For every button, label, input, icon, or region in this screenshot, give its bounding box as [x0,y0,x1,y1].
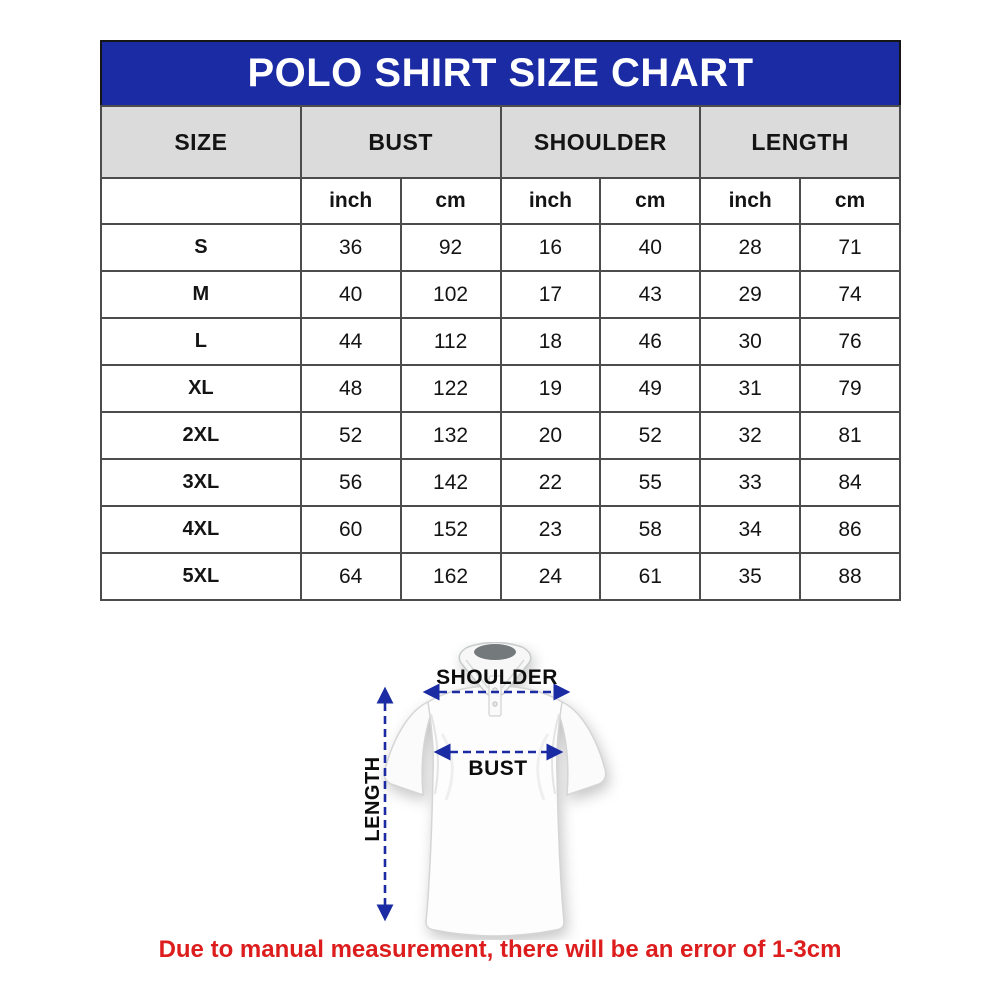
table-row-3xl: 3XL 56 142 22 55 33 84 [101,459,900,506]
table-header-row: SIZE BUST SHOULDER LENGTH [101,106,900,178]
cell-value: 40 [301,271,401,318]
cell-size: S [101,224,301,271]
cell-value: 81 [800,412,900,459]
cell-size: M [101,271,301,318]
length-label: LENGTH [362,756,384,841]
cell-value: 16 [501,224,601,271]
header-shoulder: SHOULDER [501,106,701,178]
measurement-figure: SHOULDER BUST LENGTH [338,642,670,940]
cell-value: 18 [501,318,601,365]
cell-value: 60 [301,506,401,553]
shoulder-label: SHOULDER [436,666,558,689]
table-row-m: M 40 102 17 43 29 74 [101,271,900,318]
cell-value: 64 [301,553,401,600]
button [493,702,497,706]
cell-value: 162 [401,553,501,600]
cell-value: 22 [501,459,601,506]
cell-value: 23 [501,506,601,553]
cell-value: 30 [700,318,800,365]
size-chart: POLO SHIRT SIZE CHART SIZE BUST SHOULDER… [100,40,901,601]
cell-value: 19 [501,365,601,412]
cell-value: 24 [501,553,601,600]
unit-bust-inch: inch [301,178,401,224]
cell-size: 2XL [101,412,301,459]
cell-value: 132 [401,412,501,459]
header-size: SIZE [101,106,301,178]
unit-bust-cm: cm [401,178,501,224]
cell-value: 52 [301,412,401,459]
cell-value: 44 [301,318,401,365]
cell-value: 92 [401,224,501,271]
cell-value: 88 [800,553,900,600]
cell-value: 61 [600,553,700,600]
cell-value: 46 [600,318,700,365]
bust-label: BUST [468,757,527,780]
cell-value: 122 [401,365,501,412]
cell-value: 34 [700,506,800,553]
cell-value: 55 [600,459,700,506]
cell-value: 31 [700,365,800,412]
cell-size: XL [101,365,301,412]
cell-value: 35 [700,553,800,600]
header-length: LENGTH [700,106,900,178]
table-row-4xl: 4XL 60 152 23 58 34 86 [101,506,900,553]
unit-length-inch: inch [700,178,800,224]
cell-value: 49 [600,365,700,412]
cell-value: 152 [401,506,501,553]
cell-size: L [101,318,301,365]
cell-value: 29 [700,271,800,318]
table-row-s: S 36 92 16 40 28 71 [101,224,900,271]
cell-value: 71 [800,224,900,271]
unit-shoulder-cm: cm [600,178,700,224]
table-row-2xl: 2XL 52 132 20 52 32 81 [101,412,900,459]
cell-value: 142 [401,459,501,506]
cell-value: 86 [800,506,900,553]
cell-value: 43 [600,271,700,318]
table-row-5xl: 5XL 64 162 24 61 35 88 [101,553,900,600]
cell-size: 5XL [101,553,301,600]
cell-value: 20 [501,412,601,459]
unit-length-cm: cm [800,178,900,224]
cell-value: 48 [301,365,401,412]
table-row-xl: XL 48 122 19 49 31 79 [101,365,900,412]
cell-value: 28 [700,224,800,271]
unit-shoulder-inch: inch [501,178,601,224]
chart-title: POLO SHIRT SIZE CHART [100,40,901,105]
cell-value: 40 [600,224,700,271]
cell-value: 76 [800,318,900,365]
size-table: SIZE BUST SHOULDER LENGTH inch cm inch c… [100,105,901,601]
cell-value: 17 [501,271,601,318]
cell-value: 112 [401,318,501,365]
cell-value: 33 [700,459,800,506]
measurement-note: Due to manual measurement, there will be… [0,936,1000,964]
cell-value: 58 [600,506,700,553]
header-bust: BUST [301,106,501,178]
table-row-l: L 44 112 18 46 30 76 [101,318,900,365]
cell-value: 84 [800,459,900,506]
cell-value: 79 [800,365,900,412]
cell-value: 52 [600,412,700,459]
table-unit-row: inch cm inch cm inch cm [101,178,900,224]
cell-value: 32 [700,412,800,459]
cell-size: 3XL [101,459,301,506]
cell-value: 102 [401,271,501,318]
cell-size: 4XL [101,506,301,553]
cell-value: 36 [301,224,401,271]
neck-opening [474,644,516,660]
cell-value: 74 [800,271,900,318]
page: POLO SHIRT SIZE CHART SIZE BUST SHOULDER… [0,0,1000,1000]
unit-empty-cell [101,178,301,224]
cell-value: 56 [301,459,401,506]
